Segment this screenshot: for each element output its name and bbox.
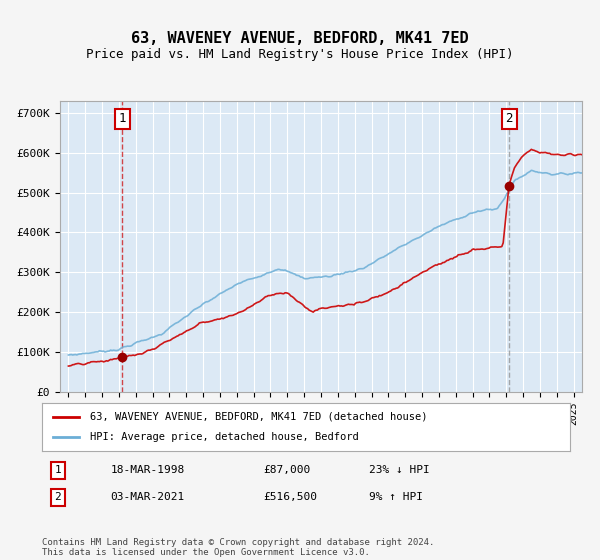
Text: 63, WAVENEY AVENUE, BEDFORD, MK41 7ED (detached house): 63, WAVENEY AVENUE, BEDFORD, MK41 7ED (d… bbox=[89, 412, 427, 422]
Text: 2: 2 bbox=[55, 492, 61, 502]
Text: 1: 1 bbox=[119, 113, 126, 125]
Text: £87,000: £87,000 bbox=[264, 465, 311, 475]
Text: 63, WAVENEY AVENUE, BEDFORD, MK41 7ED: 63, WAVENEY AVENUE, BEDFORD, MK41 7ED bbox=[131, 31, 469, 46]
Text: 03-MAR-2021: 03-MAR-2021 bbox=[110, 492, 185, 502]
Text: 2: 2 bbox=[505, 113, 513, 125]
Text: 23% ↓ HPI: 23% ↓ HPI bbox=[370, 465, 430, 475]
Text: Contains HM Land Registry data © Crown copyright and database right 2024.
This d: Contains HM Land Registry data © Crown c… bbox=[42, 538, 434, 557]
Text: 1: 1 bbox=[55, 465, 61, 475]
Text: 18-MAR-1998: 18-MAR-1998 bbox=[110, 465, 185, 475]
Text: 9% ↑ HPI: 9% ↑ HPI bbox=[370, 492, 424, 502]
Text: £516,500: £516,500 bbox=[264, 492, 318, 502]
Text: HPI: Average price, detached house, Bedford: HPI: Average price, detached house, Bedf… bbox=[89, 432, 358, 442]
Text: Price paid vs. HM Land Registry's House Price Index (HPI): Price paid vs. HM Land Registry's House … bbox=[86, 48, 514, 60]
